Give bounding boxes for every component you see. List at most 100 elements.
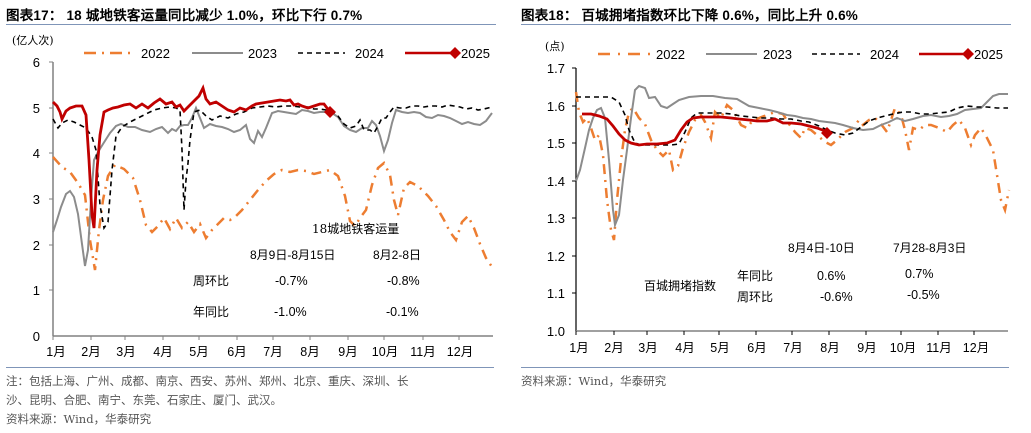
svg-text:1.5: 1.5: [547, 136, 565, 151]
svg-text:7月: 7月: [263, 345, 282, 359]
left-source: 资料来源：Wind，华泰研究: [6, 412, 152, 426]
svg-text:1.4: 1.4: [547, 174, 565, 189]
svg-text:0: 0: [33, 329, 40, 344]
svg-text:7月: 7月: [783, 341, 802, 355]
left-series-2022: [52, 156, 494, 271]
svg-text:3月: 3月: [116, 345, 135, 359]
left-series-2025: [52, 84, 332, 229]
left-note-line1: 注：包括上海、广州、成都、南京、西安、苏州、郑州、北京、重庆、深圳、长: [6, 374, 409, 388]
svg-text:9月: 9月: [338, 345, 357, 359]
legend-label-2024: 2024: [870, 47, 899, 62]
right-chart-title: 图表18： 百城拥堵指数环比下降 0.6%，同比上升 0.6%: [521, 8, 859, 23]
svg-text:6月: 6月: [747, 341, 766, 355]
left-chart-panel: 图表17： 18 城地铁客运量同比减少 1.0%，环比下行 0.7% (亿人次)…: [0, 0, 515, 433]
svg-text:1: 1: [33, 283, 40, 298]
annotation-row2-col1: -1.0%: [274, 305, 307, 319]
right-legend: 2022 2023 2024 2025: [598, 47, 1003, 62]
svg-text:1.2: 1.2: [547, 249, 565, 264]
svg-text:6月: 6月: [227, 345, 246, 359]
annotation-row2-col1: -0.6%: [820, 290, 853, 304]
svg-text:3: 3: [33, 192, 40, 207]
left-chart-plot: (亿人次) 2022 2023 2024 2025 0 1 2 3 4 5: [12, 33, 494, 359]
svg-text:11月: 11月: [410, 345, 435, 359]
svg-text:4: 4: [33, 146, 40, 161]
legend-label-2025: 2025: [461, 46, 490, 61]
right-series-2022: [574, 91, 1011, 241]
left-series-2023: [52, 105, 493, 267]
right-chart-plot: (点) 2022 2023 2024 2025 1.0 1.1 1.2 1.3 …: [545, 40, 1011, 355]
svg-text:2: 2: [33, 238, 40, 253]
annotation-title: 18城地铁客运量: [312, 221, 399, 236]
annotation-col2-header: 7月28-8月3日: [893, 241, 966, 255]
svg-text:1.3: 1.3: [547, 211, 565, 226]
left-note-line2: 沙、昆明、合肥、南宁、东莞、石家庄、厦门、武汉。: [6, 393, 282, 407]
svg-text:1.0: 1.0: [547, 324, 565, 339]
annotation-row1-col1: 0.6%: [817, 269, 846, 283]
svg-text:2月: 2月: [81, 345, 100, 359]
svg-text:8月: 8月: [300, 345, 319, 359]
annotation-col2-header: 8月2-8日: [373, 248, 421, 262]
footer-divider: [521, 367, 1009, 368]
svg-text:5: 5: [33, 101, 40, 116]
left-legend: 2022 2023 2024 2025: [84, 46, 490, 61]
legend-label-2022: 2022: [656, 47, 685, 62]
left-series-2024: [52, 104, 493, 231]
right-x-tick-labels: 1月 2月 3月 4月 5月 6月 7月 8月 9月 10月 11月 12月: [569, 341, 989, 355]
right-series-2025: [582, 112, 831, 147]
svg-text:4月: 4月: [153, 345, 172, 359]
title-divider: [6, 24, 496, 25]
svg-text:12月: 12月: [447, 345, 473, 359]
left-annotation-table: 18城地铁客运量 8月9日-8月15日 8月2-8日 周环比 -0.7% -0.…: [193, 221, 421, 319]
svg-text:5月: 5月: [710, 341, 729, 355]
svg-text:10月: 10月: [890, 341, 916, 355]
svg-text:4月: 4月: [675, 341, 694, 355]
legend-label-2022: 2022: [141, 46, 170, 61]
left-y-tick-labels: 0 1 2 3 4 5 6: [33, 55, 40, 344]
annotation-row1-col1: -0.7%: [275, 274, 308, 288]
svg-text:6: 6: [33, 55, 40, 70]
legend-label-2023: 2023: [763, 47, 792, 62]
right-series-2023: [575, 84, 1008, 229]
right-series-2024: [576, 96, 1008, 146]
legend-diamond-marker: [962, 48, 974, 60]
annotation-row1-label: 周环比: [193, 274, 229, 288]
annotation-row1-col2: 0.7%: [905, 267, 934, 281]
svg-text:1.6: 1.6: [547, 99, 565, 114]
annotation-row2-label: 周环比: [737, 290, 773, 304]
right-latest-point-marker: [821, 127, 833, 139]
annotation-col1-header: 8月4日-10日: [788, 241, 855, 255]
title-divider: [521, 24, 1011, 25]
annotation-row2-col2: -0.5%: [907, 288, 940, 302]
svg-text:12月: 12月: [963, 341, 989, 355]
svg-text:11月: 11月: [926, 341, 951, 355]
annotation-row1-col2: -0.8%: [387, 274, 420, 288]
right-source: 资料来源：Wind，华泰研究: [521, 374, 667, 388]
svg-text:9月: 9月: [857, 341, 876, 355]
legend-label-2023: 2023: [248, 46, 277, 61]
svg-text:5月: 5月: [189, 345, 208, 359]
left-y-unit: (亿人次): [12, 33, 54, 47]
annotation-row2-label: 年同比: [193, 305, 229, 319]
legend-label-2024: 2024: [355, 46, 384, 61]
svg-text:2月: 2月: [604, 341, 623, 355]
svg-text:1月: 1月: [569, 341, 588, 355]
right-y-tick-labels: 1.0 1.1 1.2 1.3 1.4 1.5 1.6 1.7: [547, 61, 565, 339]
svg-text:8月: 8月: [820, 341, 839, 355]
right-chart-panel: 图表18： 百城拥堵指数环比下降 0.6%，同比上升 0.6% (点) 2022…: [515, 0, 1031, 433]
svg-text:3月: 3月: [638, 341, 657, 355]
svg-text:10月: 10月: [372, 345, 398, 359]
left-latest-point-marker: [324, 106, 336, 118]
left-x-tick-labels: 1月 2月 3月 4月 5月 6月 7月 8月 9月 10月 11月 12月: [46, 345, 473, 359]
legend-label-2025: 2025: [974, 47, 1003, 62]
footer-divider: [6, 367, 494, 368]
svg-text:1.1: 1.1: [547, 286, 565, 301]
right-annotation-table: 百城拥堵指数 8月4日-10日 7月28-8月3日 年同比 0.6% 0.7% …: [644, 241, 966, 304]
annotation-row2-col2: -0.1%: [386, 305, 419, 319]
svg-text:1.7: 1.7: [547, 61, 565, 76]
svg-text:1月: 1月: [46, 345, 65, 359]
annotation-row1-label: 年同比: [737, 269, 773, 283]
annotation-title: 百城拥堵指数: [644, 278, 716, 293]
annotation-col1-header: 8月9日-8月15日: [250, 248, 335, 262]
left-chart-title: 图表17： 18 城地铁客运量同比减少 1.0%，环比下行 0.7%: [6, 8, 363, 23]
legend-diamond-marker: [449, 47, 461, 59]
